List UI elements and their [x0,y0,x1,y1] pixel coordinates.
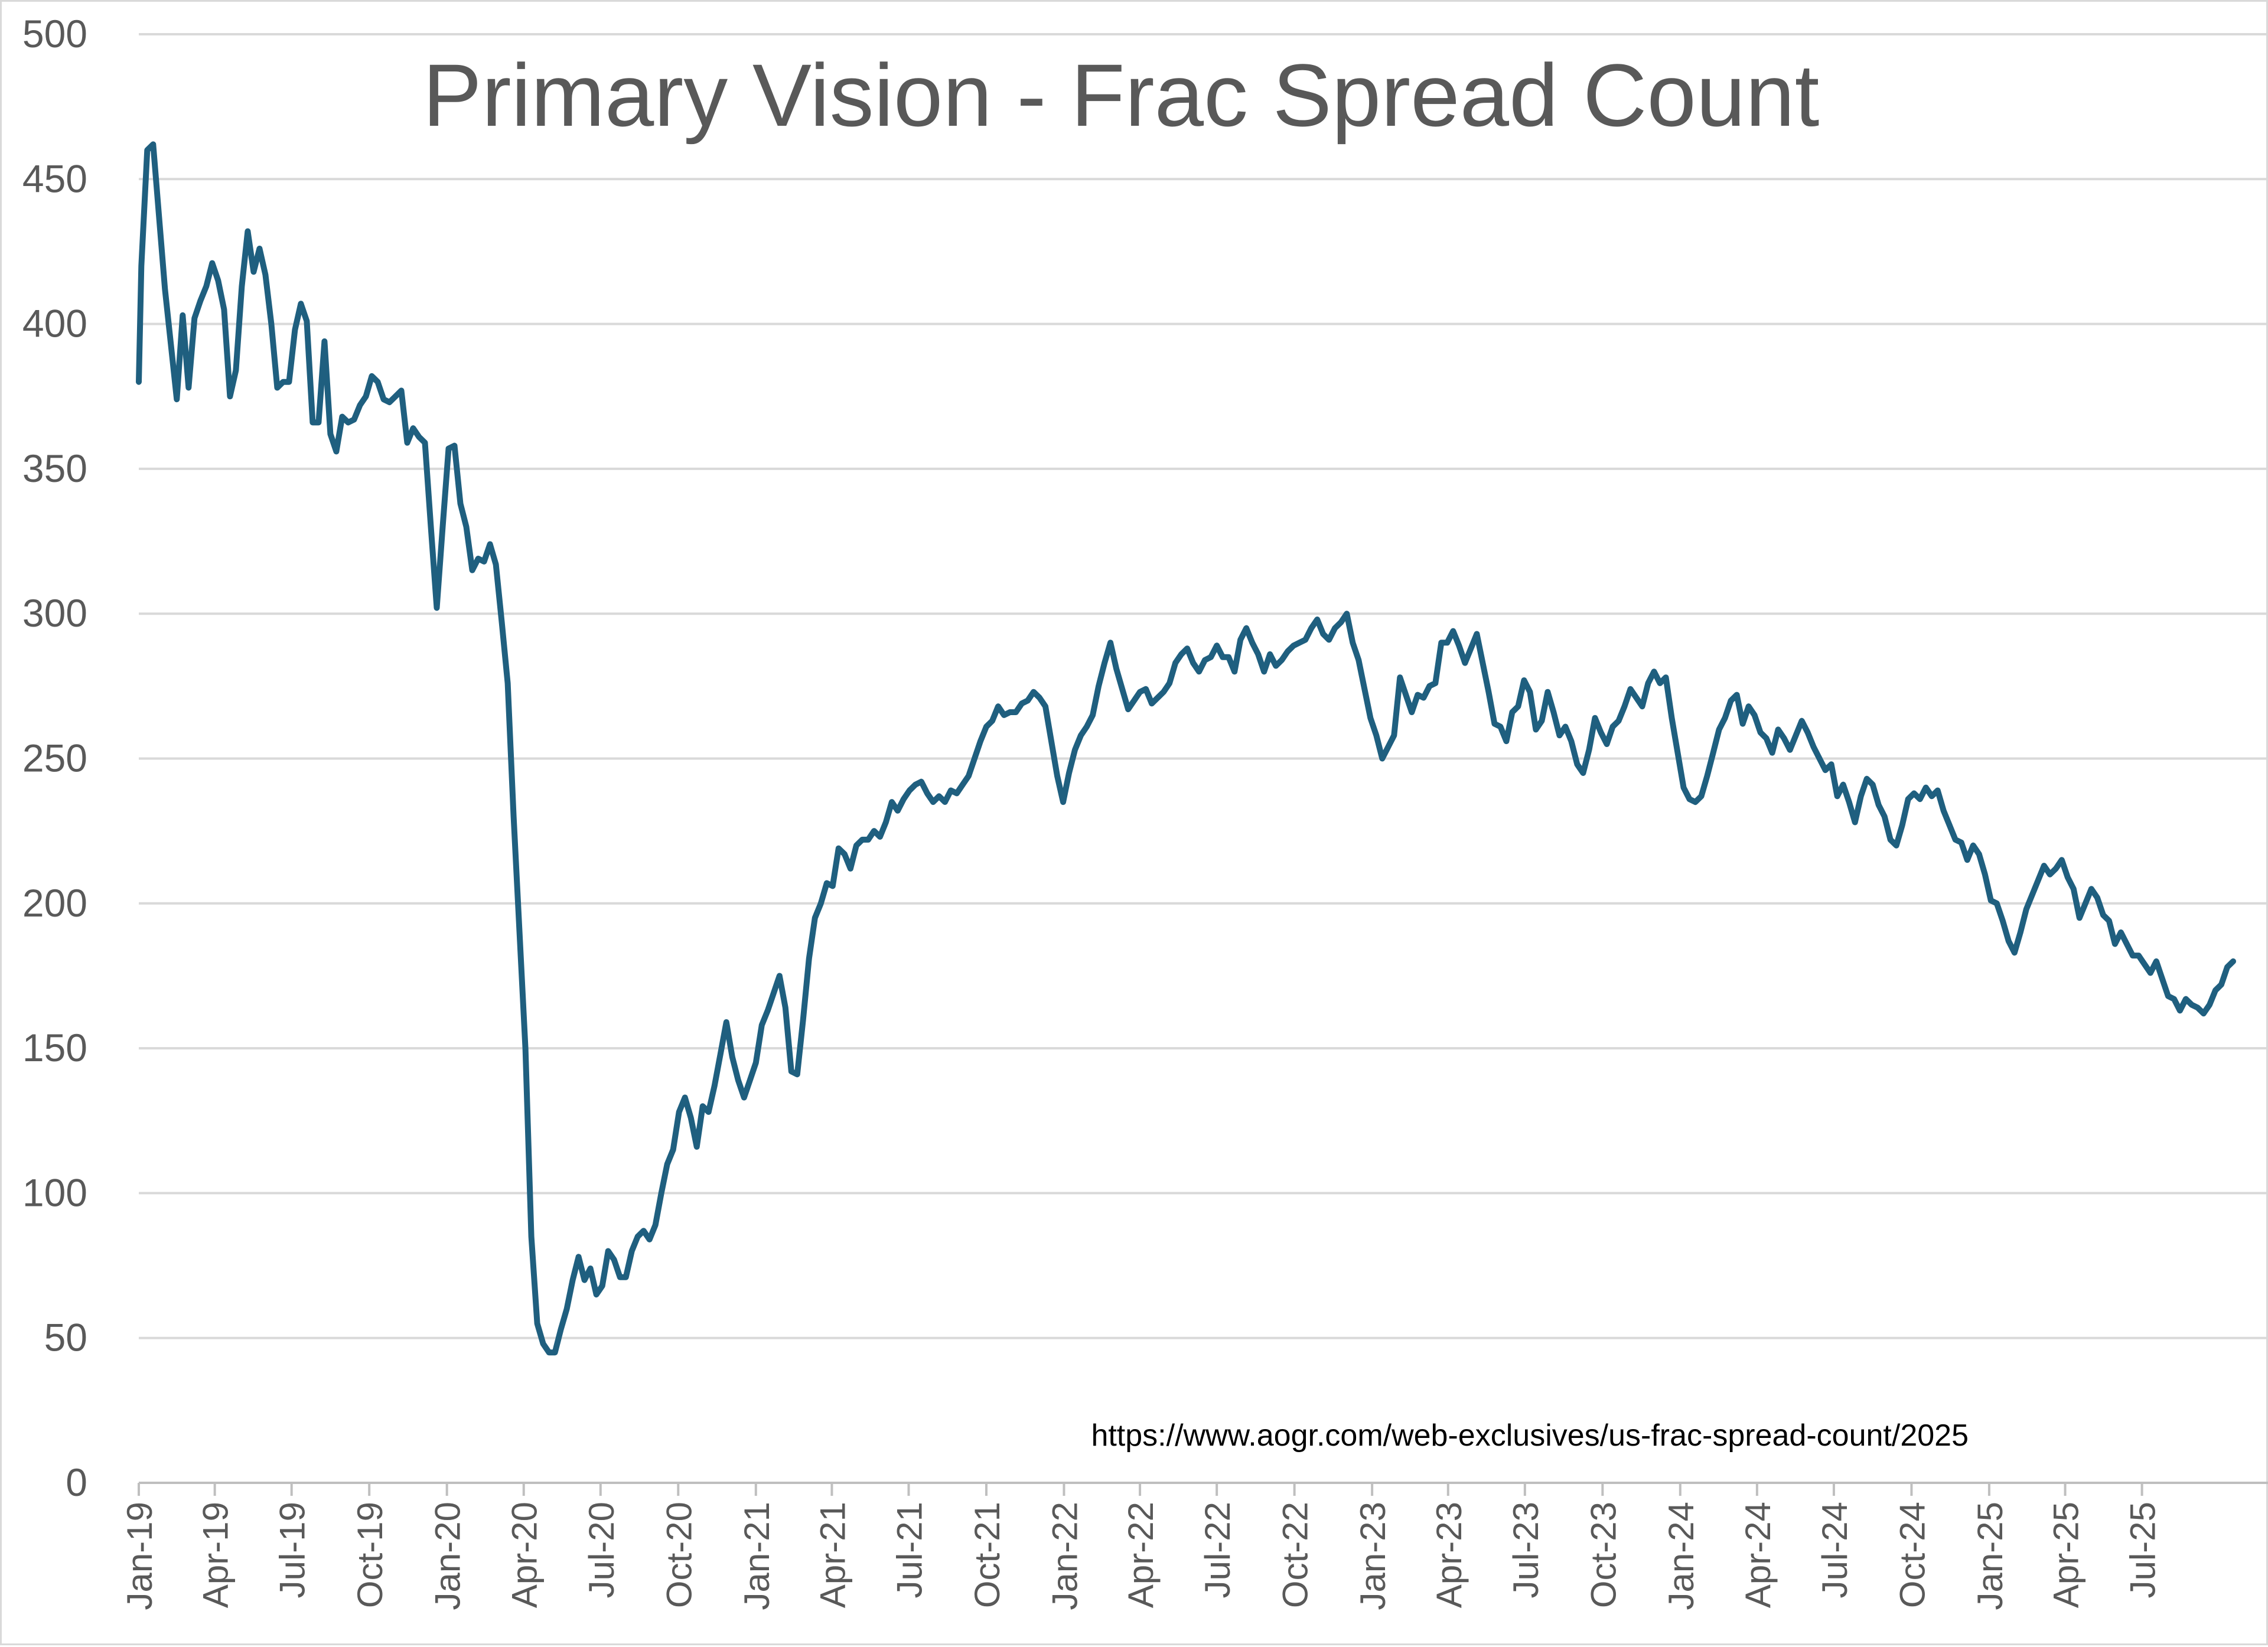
y-tick-label: 400 [22,302,87,345]
y-tick-label: 250 [22,736,87,780]
x-tick-label: Apr-23 [1429,1502,1469,1608]
x-tick-label: Oct-24 [1892,1502,1932,1608]
y-tick-label: 100 [22,1170,87,1214]
x-tick-label: Apr-25 [2047,1502,2086,1608]
x-tick-label: Jul-23 [1506,1502,1546,1598]
x-tick-label: Jul-20 [582,1502,621,1598]
y-tick-label: 150 [22,1026,87,1069]
x-tick-label: Apr-21 [813,1502,852,1608]
x-tick-label: Oct-19 [350,1502,390,1608]
y-tick-label: 50 [44,1316,87,1359]
x-tick-label: Oct-21 [967,1502,1007,1608]
x-tick-label: Jan-25 [1970,1502,2010,1610]
x-tick-label: Apr-24 [1738,1502,1778,1608]
x-tick-label: Jul-19 [273,1502,312,1598]
x-tick-label: Apr-19 [196,1502,236,1608]
y-tick-label: 200 [22,881,87,925]
y-tick-label: 300 [22,591,87,635]
chart-title: Primary Vision - Frac Spread Count [423,45,1820,145]
y-tick-label: 350 [22,446,87,490]
x-tick-label: Jul-24 [1815,1502,1855,1598]
x-tick-label: Apr-22 [1121,1502,1161,1608]
gridlines [139,33,2268,1339]
x-tick-label: Jan-24 [1661,1502,1701,1610]
series-line [136,141,2236,1356]
y-tick-label: 500 [22,12,87,56]
x-tick-label: Jan-23 [1353,1502,1393,1610]
x-tick-label: Jan-21 [737,1502,777,1610]
x-tick-label: Jul-21 [889,1502,929,1598]
series-layer [136,141,2236,1356]
y-tick-label: 450 [22,156,87,200]
x-tick-label: Jan-19 [120,1502,159,1610]
x-tick-label: Oct-20 [659,1502,699,1608]
x-tick-label: Jul-22 [1198,1502,1237,1598]
x-tick-label: Oct-22 [1276,1502,1315,1608]
source-url-annotation: https://www.aogr.com/web-exclusives/us-f… [1091,1418,1969,1453]
x-tick-label: Jul-25 [2123,1502,2163,1598]
x-tick-label: Jan-22 [1045,1502,1084,1610]
y-tick-label: 0 [66,1460,87,1504]
x-tick-label: Apr-20 [505,1502,545,1608]
x-tick-label: Oct-23 [1583,1502,1623,1608]
x-tick-label: Jan-20 [428,1502,468,1610]
x-axis: Jan-19 Apr-19 Jul-19 Oct-19 Jan-20 Apr-20 Jul-… [120,1482,2268,1610]
y-axis-ticks: 0 50 100 150 200 250 300 350 400 450 500 [22,12,87,1504]
